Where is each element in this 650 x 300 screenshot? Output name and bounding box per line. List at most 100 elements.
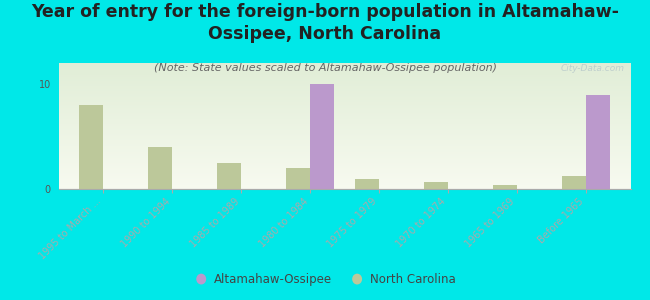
Bar — [58, 119, 630, 120]
Bar — [58, 140, 630, 141]
Bar — [58, 117, 630, 118]
Bar — [58, 89, 630, 90]
Bar — [58, 131, 630, 132]
Bar — [58, 113, 630, 114]
Text: (Note: State values scaled to Altamahaw-Ossipee population): (Note: State values scaled to Altamahaw-… — [153, 63, 497, 73]
Bar — [586, 94, 610, 189]
Bar — [58, 75, 630, 76]
Bar — [58, 81, 630, 82]
Bar — [58, 70, 630, 71]
Bar — [58, 66, 630, 67]
Bar — [79, 105, 103, 189]
Bar — [58, 164, 630, 165]
Bar — [58, 120, 630, 121]
Bar — [58, 157, 630, 158]
Bar — [58, 93, 630, 94]
Bar — [58, 176, 630, 177]
Bar — [58, 99, 630, 100]
Bar — [58, 125, 630, 126]
Bar — [58, 129, 630, 130]
Bar — [58, 69, 630, 70]
Bar — [58, 108, 630, 109]
Bar — [58, 126, 630, 127]
Bar — [58, 137, 630, 138]
Bar — [58, 167, 630, 168]
Bar — [58, 116, 630, 117]
Bar — [58, 166, 630, 167]
Bar — [58, 139, 630, 140]
Legend: Altamahaw-Ossipee, North Carolina: Altamahaw-Ossipee, North Carolina — [189, 269, 461, 291]
Bar — [58, 183, 630, 184]
Bar — [58, 133, 630, 134]
Bar — [58, 97, 630, 98]
Bar — [58, 123, 630, 124]
Bar — [58, 106, 630, 107]
Bar — [58, 83, 630, 84]
Bar — [58, 165, 630, 166]
Bar — [58, 94, 630, 95]
Bar — [58, 185, 630, 186]
Bar — [58, 135, 630, 136]
Bar — [58, 152, 630, 153]
Bar — [58, 128, 630, 129]
Bar — [58, 177, 630, 178]
Bar — [58, 163, 630, 164]
Bar — [58, 153, 630, 154]
Bar — [58, 71, 630, 72]
Bar — [58, 147, 630, 148]
Bar — [58, 105, 630, 106]
Bar — [58, 171, 630, 172]
Bar — [58, 184, 630, 185]
Bar — [58, 141, 630, 142]
Bar — [58, 68, 630, 69]
Bar — [58, 136, 630, 137]
Bar — [58, 151, 630, 152]
Bar — [58, 150, 630, 151]
Bar — [58, 155, 630, 156]
Bar — [58, 73, 630, 74]
Bar — [58, 161, 630, 162]
Bar — [58, 103, 630, 104]
Bar — [58, 134, 630, 135]
Bar — [58, 88, 630, 89]
Bar — [58, 111, 630, 112]
Bar — [58, 107, 630, 108]
Bar — [58, 84, 630, 85]
Bar — [58, 112, 630, 113]
Bar — [58, 132, 630, 133]
Bar — [58, 64, 630, 65]
Bar — [58, 85, 630, 86]
Bar — [58, 101, 630, 102]
Bar — [58, 156, 630, 157]
Bar — [58, 96, 630, 97]
Bar — [58, 124, 630, 125]
Bar — [58, 100, 630, 101]
Bar — [58, 178, 630, 179]
Bar — [58, 67, 630, 68]
Bar — [286, 168, 310, 189]
Bar — [58, 186, 630, 187]
Bar — [58, 158, 630, 159]
Bar — [58, 168, 630, 169]
Bar — [58, 63, 630, 64]
Bar — [310, 84, 334, 189]
Bar — [58, 86, 630, 87]
Bar — [58, 77, 630, 78]
Bar — [58, 169, 630, 170]
Bar — [424, 182, 448, 189]
Bar — [58, 182, 630, 183]
Bar — [58, 175, 630, 176]
Text: City-Data.com: City-Data.com — [561, 64, 625, 73]
Bar — [58, 79, 630, 80]
Bar — [58, 74, 630, 75]
Bar — [58, 110, 630, 111]
Bar — [58, 179, 630, 180]
Bar — [58, 148, 630, 149]
Bar — [58, 102, 630, 103]
Bar — [355, 178, 379, 189]
Bar — [58, 170, 630, 171]
Bar — [58, 127, 630, 128]
Bar — [58, 142, 630, 143]
Bar — [58, 115, 630, 116]
Bar — [58, 82, 630, 83]
